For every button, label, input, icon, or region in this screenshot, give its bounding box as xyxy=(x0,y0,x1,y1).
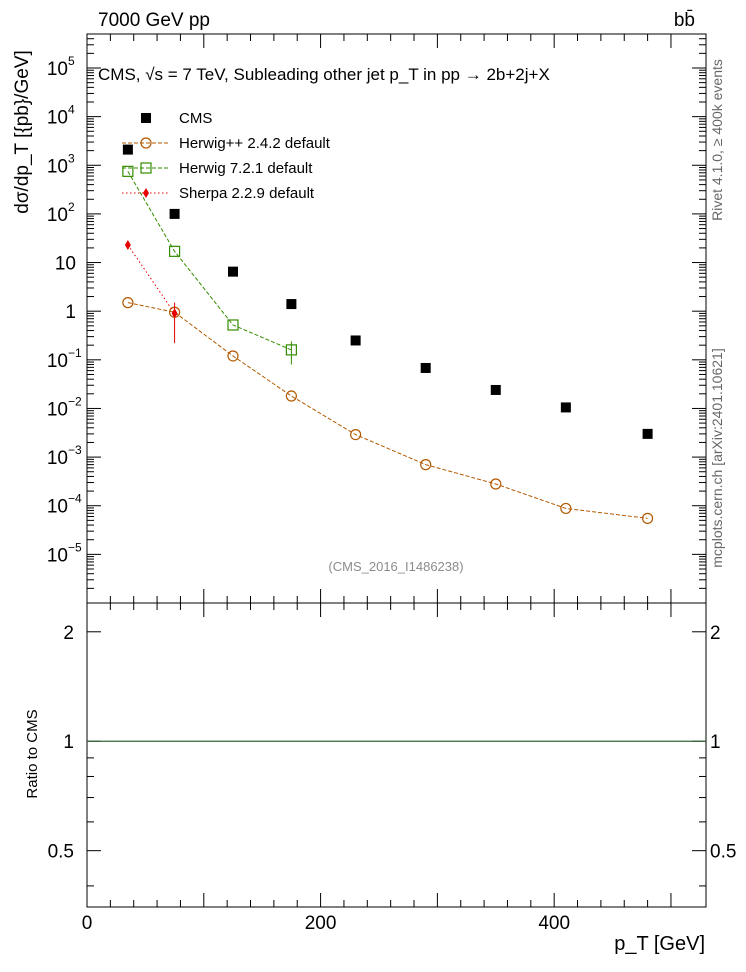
ratio-axis-ticks: 0.5 0.5 1 1 2 2 xyxy=(48,603,736,907)
data-point xyxy=(642,428,653,439)
y-tick-label: 10 xyxy=(47,545,68,566)
data-point xyxy=(168,245,181,257)
legend-entry-3: Sherpa 2.2.9 default xyxy=(122,185,315,202)
data-point xyxy=(122,144,133,155)
data-point xyxy=(227,350,239,362)
legend-label: CMS xyxy=(179,110,212,127)
data-point xyxy=(122,297,134,309)
y-tick-label: 10 xyxy=(47,351,68,372)
mcplots-label: mcplots.cern.ch [arXiv:2401.10621] xyxy=(709,348,725,567)
energy-label: 7000 GeV pp xyxy=(98,10,210,31)
legend-marker xyxy=(140,137,152,149)
data-point xyxy=(420,362,431,373)
data-point xyxy=(642,512,654,524)
y-tick-label: 10 xyxy=(47,156,68,177)
y-tick-exponent: 5 xyxy=(68,54,75,68)
ratio-tick-label-left: 2 xyxy=(63,623,74,644)
y-tick-exponent: 3 xyxy=(68,151,75,165)
data-point xyxy=(285,344,297,356)
analysis-id: (CMS_2016_I1486238) xyxy=(328,559,463,574)
y-tick-label: 10 xyxy=(55,254,76,275)
series-layer xyxy=(122,144,654,524)
y-tick-label: 10 xyxy=(47,399,68,420)
series-line xyxy=(127,171,292,351)
main-axis-ticks xyxy=(86,33,706,604)
data-point xyxy=(490,384,501,395)
series-2 xyxy=(122,165,297,365)
legend-marker xyxy=(141,113,151,123)
legend-marker xyxy=(140,162,152,174)
data-point xyxy=(169,208,180,219)
process-label: bb̄ xyxy=(674,10,695,31)
y-tick-exponent: −3 xyxy=(68,443,82,457)
y-tick-exponent: −2 xyxy=(68,394,82,408)
data-point xyxy=(171,308,178,319)
plot-title: CMS, √s = 7 TeV, Subleading other jet p_… xyxy=(98,65,550,84)
x-tick-label: 400 xyxy=(538,913,570,934)
ratio-tick-label-right: 2 xyxy=(710,623,721,644)
rivet-label: Rivet 4.1.0, ≥ 400k events xyxy=(709,59,725,221)
data-point xyxy=(227,266,238,277)
series-3 xyxy=(124,239,178,344)
y-tick-exponent: 2 xyxy=(68,200,75,214)
legend-entry-1: Herwig++ 2.4.2 default xyxy=(122,135,331,152)
series-1 xyxy=(122,297,654,524)
ratio-tick-label-right: 1 xyxy=(710,732,721,753)
y-tick-label: 10 xyxy=(47,205,68,226)
series-0 xyxy=(122,144,653,439)
series-line xyxy=(127,302,648,519)
legend-marker xyxy=(143,188,149,198)
data-point xyxy=(490,478,502,490)
y-tick-exponent: −5 xyxy=(68,540,82,554)
data-point xyxy=(124,239,131,250)
ratio-tick-label-left: 0.5 xyxy=(48,842,74,863)
y-tick-label: 10 xyxy=(47,497,68,518)
y-tick-exponent: 4 xyxy=(68,103,75,117)
legend-label: Sherpa 2.2.9 default xyxy=(179,185,315,202)
y-tick-label: 10 xyxy=(47,59,68,80)
ratio-tick-label-right: 0.5 xyxy=(710,842,736,863)
data-point xyxy=(285,390,297,402)
ratio-tick-label-left: 1 xyxy=(63,732,74,753)
data-point xyxy=(560,402,571,413)
series-line xyxy=(127,244,176,314)
data-point xyxy=(122,165,134,177)
data-point xyxy=(420,459,432,471)
legend-entry-0: CMS xyxy=(141,110,212,127)
data-point xyxy=(350,429,362,441)
y-tick-label: 10 xyxy=(47,448,68,469)
data-point xyxy=(560,502,572,515)
data-point xyxy=(286,299,297,310)
data-point xyxy=(227,319,239,331)
x-tick-label: 200 xyxy=(305,913,337,934)
ratio-y-axis-label: Ratio to CMS xyxy=(24,709,41,798)
y-axis-label: dσ/dp_T [{pb}/GeV] xyxy=(12,50,33,214)
ratio-plot-frame xyxy=(86,602,707,908)
legend: CMS Herwig++ 2.4.2 default Herwig 7.2.1 de… xyxy=(122,110,331,202)
y-tick-exponent: −4 xyxy=(68,492,82,506)
x-axis-label: p_T [GeV] xyxy=(614,933,705,955)
legend-label: Herwig++ 2.4.2 default xyxy=(179,135,331,152)
y-tick-exponent: −1 xyxy=(68,346,82,360)
y-tick-label: 10 xyxy=(47,108,68,129)
legend-label: Herwig 7.2.1 default xyxy=(179,160,313,177)
y-tick-label: 1 xyxy=(65,302,76,323)
x-tick-label: 0 xyxy=(82,913,93,934)
data-point xyxy=(350,335,361,346)
legend-entry-2: Herwig 7.2.1 default xyxy=(122,160,313,177)
x-tick-labels: 0 200 400 xyxy=(82,913,570,934)
